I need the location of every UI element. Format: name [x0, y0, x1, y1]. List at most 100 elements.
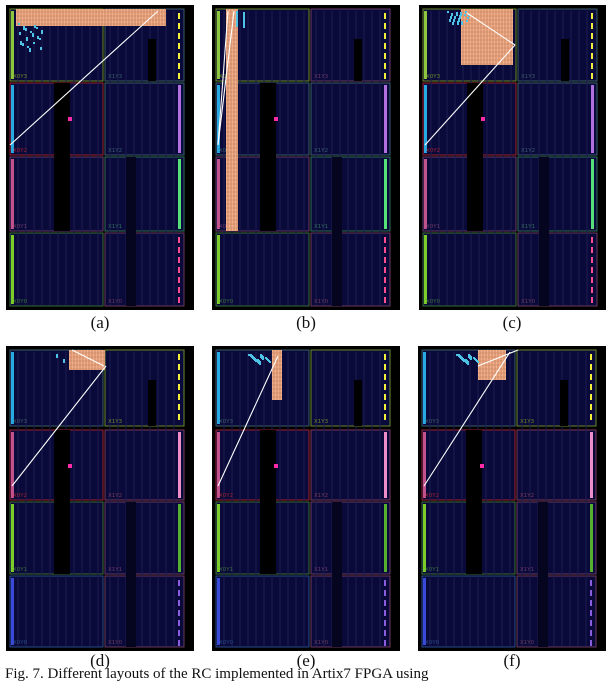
right-bar-y0-seg	[384, 600, 386, 606]
right-bar-y0-seg	[591, 247, 593, 253]
panel-f: X0Y3 X1Y3 X0Y2 X1Y2 X0Y1 X1Y1 X0Y0 X1Y0	[418, 346, 606, 651]
placed-cell	[454, 16, 456, 19]
right-bar-y3-seg	[591, 63, 593, 69]
right-bar-y3-seg	[384, 53, 386, 59]
placed-cell	[243, 12, 245, 15]
region-x1y3	[310, 349, 391, 427]
route-line-2	[217, 10, 229, 146]
right-bar-y3-seg	[590, 414, 592, 420]
caption-b: (b)	[296, 313, 316, 332]
placed-cell	[243, 16, 245, 20]
left-bar-y3	[424, 11, 427, 79]
region-label-x0y0: X0Y0	[219, 640, 234, 646]
right-bar-y0-seg	[591, 297, 593, 303]
left-bar-y2	[217, 85, 220, 153]
region-label-x1y3: X1Y3	[108, 419, 123, 425]
caption-c: (c)	[502, 313, 522, 332]
placed-cell	[456, 12, 458, 16]
placed-cell	[447, 11, 449, 13]
right-bar-y0-seg	[384, 640, 386, 646]
region-label-x1y1: X1Y1	[314, 224, 328, 230]
right-bar-y3-seg	[384, 394, 386, 400]
region-label-x1y3: X1Y3	[520, 419, 535, 425]
left-bar-y0	[11, 235, 14, 304]
route-line	[217, 10, 235, 146]
right-bar-y0-seg	[591, 237, 593, 243]
left-bar-y1	[423, 504, 426, 572]
left-bar-y0	[11, 578, 14, 645]
region-x1y1	[310, 156, 391, 232]
route-line	[217, 355, 279, 487]
region-label-x1y0: X1Y0	[520, 640, 535, 646]
placed-cell	[450, 16, 452, 19]
right-bar-y3-seg	[590, 404, 592, 410]
region-label-x0y0: X0Y0	[219, 299, 234, 305]
right-bar-y3-seg	[178, 414, 180, 420]
placed-cell	[236, 11, 238, 14]
region-label-x1y1: X1Y1	[520, 567, 534, 573]
right-bar-y0-seg	[384, 610, 386, 616]
placed-cell	[468, 14, 470, 16]
left-bar-y1	[217, 504, 220, 572]
region-label-x0y2: X0Y2	[13, 493, 27, 499]
floorplan-a: X0Y3 X1Y3 X0Y2 X1Y2 X0Y1 X1Y1 X0Y0 X1Y0	[9, 5, 194, 310]
placed-cell	[63, 359, 65, 363]
right-bar-y1	[178, 159, 181, 229]
right-bar-y0-seg	[384, 630, 386, 636]
placed-cell	[468, 354, 470, 358]
right-bar-y3-seg	[591, 23, 593, 29]
left-bar-y1	[11, 159, 14, 229]
right-bar-y0-seg	[384, 237, 386, 243]
region-x1y0	[104, 575, 185, 648]
pblock	[16, 9, 166, 26]
placed-cell	[236, 17, 238, 21]
right-bar-y3-seg	[178, 364, 180, 370]
dark-column-left	[54, 430, 70, 574]
region-label-x0y3: X0Y3	[425, 419, 440, 425]
region-x1y2	[104, 429, 185, 501]
panel-e: X0Y3 X1Y3 X0Y2 X1Y2 X0Y1 X1Y1 X0Y0 X1Y0	[212, 346, 400, 651]
right-bar-y2	[590, 432, 593, 498]
region-label-x1y0: X1Y0	[521, 299, 536, 305]
dark-column-right	[148, 380, 156, 426]
right-bar-y2	[591, 85, 594, 153]
right-bar-y0-seg	[590, 610, 592, 616]
placed-cell	[459, 15, 461, 19]
left-bar-y0	[217, 578, 220, 645]
right-bar-y3-seg	[178, 33, 180, 39]
right-bar-y0-seg	[384, 580, 386, 586]
caption-f: (f)	[503, 651, 521, 670]
region-label-x0y2: X0Y2	[425, 493, 439, 499]
placed-cell	[32, 33, 34, 37]
region-x0y0	[215, 575, 310, 648]
right-bar-y1	[178, 504, 181, 572]
region-label-x1y2: X1Y2	[314, 148, 328, 154]
dark-column-right	[354, 380, 362, 426]
left-bar-y3	[217, 352, 220, 424]
placed-cell	[20, 41, 22, 45]
placed-cell	[451, 13, 453, 16]
region-label-x0y0: X0Y0	[13, 299, 28, 305]
right-bar-y3-seg	[384, 374, 386, 380]
route-line	[11, 365, 107, 487]
right-bar-y3-seg	[178, 43, 180, 49]
region-label-x0y1: X0Y1	[13, 567, 27, 573]
placed-cell	[27, 46, 29, 48]
region-label-x1y2: X1Y2	[314, 493, 328, 499]
right-bar-y0-seg	[178, 620, 180, 626]
dark-column-right	[560, 380, 568, 426]
placed-cell	[243, 14, 245, 17]
placed-cell	[26, 37, 28, 41]
region-label-x0y3: X0Y3	[13, 419, 28, 425]
left-bar-y2	[11, 432, 14, 498]
center-marker	[481, 117, 485, 121]
placed-cell	[250, 354, 252, 357]
region-x0y0	[9, 575, 104, 648]
placed-cell	[465, 359, 467, 363]
right-bar-y0-seg	[590, 630, 592, 636]
region-x1y1	[104, 501, 185, 575]
placed-cell	[260, 354, 262, 358]
right-bar-y3-seg	[384, 33, 386, 39]
dark-column-right	[354, 39, 362, 81]
region-label-x0y0: X0Y0	[426, 299, 441, 305]
